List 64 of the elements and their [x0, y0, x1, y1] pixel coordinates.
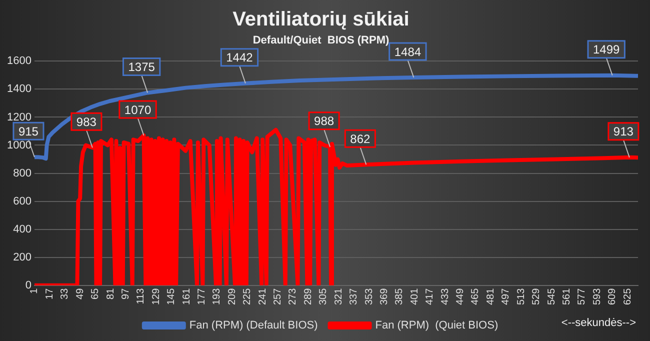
x-tick-label: 417 [424, 288, 436, 306]
x-tick-label: 33 [60, 288, 71, 300]
x-tick-label: 353 [364, 288, 375, 306]
x-tick-label: 65 [90, 288, 102, 300]
x-tick-label: 113 [136, 288, 147, 304]
data-label: 862 [350, 132, 371, 146]
data-label: 1375 [128, 60, 156, 74]
x-tick-label: 193 [212, 288, 223, 306]
x-tick-label: 609 [607, 288, 618, 306]
x-tick-label: 577 [576, 288, 588, 306]
x-tick-label: 529 [531, 288, 542, 306]
chart-subtitle: Default/Quiet BIOS (RPM) [252, 34, 390, 47]
y-tick-label: 1200 [6, 111, 32, 124]
x-tick-label: 481 [485, 288, 496, 306]
x-tick-label: 497 [500, 288, 512, 306]
y-tick-label: 1400 [6, 83, 32, 96]
chart-title: Ventiliatorių sūkiai [232, 8, 410, 31]
y-tick-label: 1600 [6, 55, 32, 68]
data-label: 915 [18, 124, 39, 138]
x-tick-label: 257 [272, 288, 284, 306]
x-axis-title: <--sekundės--> [561, 317, 636, 329]
x-tick-label: 465 [470, 288, 482, 306]
legend-label: Fan (RPM) (Quiet BIOS) [375, 320, 498, 332]
y-tick-label: 1000 [6, 139, 32, 152]
x-tick-label: 129 [150, 288, 162, 306]
x-tick-label: 273 [288, 288, 299, 306]
x-tick-label: 337 [348, 288, 360, 306]
x-tick-label: 17 [44, 288, 56, 300]
x-tick-label: 97 [120, 288, 132, 300]
data-label: 1484 [394, 44, 422, 59]
x-tick-label: 561 [561, 288, 572, 306]
x-tick-label: 545 [546, 288, 558, 306]
x-tick-label: 401 [409, 288, 420, 306]
x-tick-label: 449 [455, 288, 466, 306]
x-tick-label: 209 [226, 288, 238, 306]
y-tick-label: 600 [13, 195, 32, 208]
y-tick-label: 800 [13, 167, 32, 180]
legend-label: Fan (RPM) (Default BIOS) [189, 320, 318, 332]
y-tick-label: 200 [13, 251, 32, 264]
data-label: 1070 [124, 102, 152, 117]
y-tick-label: 400 [13, 223, 32, 236]
data-label: 1499 [592, 42, 620, 57]
x-tick-label: 305 [318, 288, 330, 306]
x-tick-label: 241 [257, 288, 268, 306]
x-tick-label: 225 [242, 288, 254, 306]
x-tick-label: 385 [394, 288, 406, 306]
x-tick-label: 161 [181, 288, 192, 306]
x-tick-label: 289 [302, 288, 314, 306]
data-label: 983 [76, 114, 97, 129]
x-tick-label: 321 [333, 288, 344, 306]
x-tick-label: 513 [516, 288, 527, 306]
x-tick-label: 1 [29, 288, 40, 294]
x-tick-label: 81 [105, 288, 116, 300]
x-tick-label: 49 [74, 288, 86, 300]
x-tick-label: 177 [196, 288, 208, 306]
x-tick-label: 625 [622, 288, 634, 306]
data-label: 913 [613, 124, 634, 139]
data-label: 1442 [226, 50, 254, 65]
x-tick-label: 145 [166, 288, 178, 306]
data-label: 988 [314, 114, 334, 128]
x-tick-label: 369 [378, 288, 390, 306]
x-tick-label: 433 [440, 288, 451, 306]
y-tick-label: 0 [25, 279, 32, 292]
x-tick-label: 593 [592, 288, 603, 306]
